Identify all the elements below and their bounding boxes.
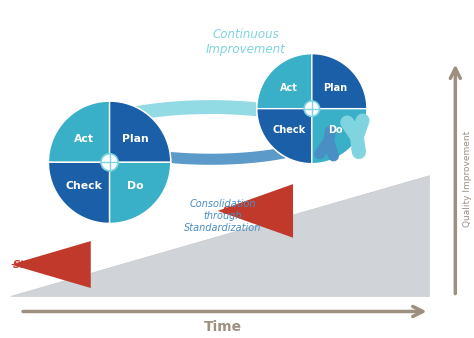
Polygon shape bbox=[11, 176, 429, 296]
Text: Continuous
Improvement: Continuous Improvement bbox=[206, 28, 286, 56]
Polygon shape bbox=[257, 108, 312, 164]
Polygon shape bbox=[48, 162, 109, 223]
Text: Consolidation
through
Standardization: Consolidation through Standardization bbox=[184, 199, 261, 233]
Text: Check: Check bbox=[272, 125, 305, 135]
Text: Act: Act bbox=[74, 134, 94, 144]
Text: Plan: Plan bbox=[122, 134, 149, 144]
Text: Act: Act bbox=[280, 83, 298, 93]
Polygon shape bbox=[218, 184, 293, 238]
Ellipse shape bbox=[48, 101, 171, 223]
Ellipse shape bbox=[257, 54, 367, 164]
Polygon shape bbox=[312, 108, 367, 164]
Text: Plan: Plan bbox=[323, 83, 347, 93]
Text: Standard: Standard bbox=[222, 206, 276, 216]
Text: Quality Improvement: Quality Improvement bbox=[463, 131, 472, 227]
Polygon shape bbox=[109, 101, 171, 162]
Polygon shape bbox=[11, 241, 91, 288]
Polygon shape bbox=[312, 54, 367, 108]
Polygon shape bbox=[257, 54, 312, 108]
Text: Standard: Standard bbox=[13, 260, 67, 269]
Ellipse shape bbox=[101, 154, 118, 171]
Text: Do: Do bbox=[127, 180, 144, 191]
Ellipse shape bbox=[304, 101, 319, 116]
Text: Do: Do bbox=[328, 125, 342, 135]
Polygon shape bbox=[109, 162, 171, 223]
Polygon shape bbox=[48, 101, 109, 162]
Text: Check: Check bbox=[65, 180, 102, 191]
Text: Time: Time bbox=[203, 319, 242, 334]
